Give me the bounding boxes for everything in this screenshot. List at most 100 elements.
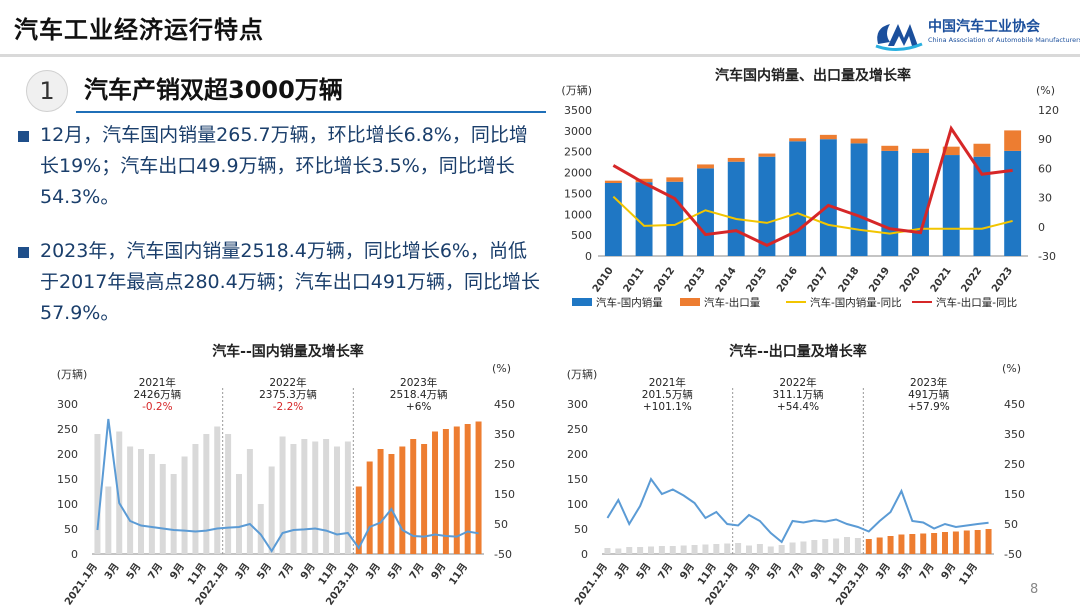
x-tick-label: 7月: [146, 561, 166, 582]
bar-monthly-value: [236, 474, 242, 554]
bar-monthly-value: [724, 543, 731, 554]
bar-monthly-value: [637, 547, 644, 554]
bar-monthly-value: [952, 531, 959, 554]
bar-domestic-sales: [604, 183, 622, 256]
annotation-year: 2022年: [779, 376, 816, 389]
annotation-year: 2023年: [400, 376, 437, 389]
bar-monthly-value: [399, 446, 406, 554]
bar-monthly-value: [366, 461, 373, 554]
bar-monthly-value: [464, 424, 471, 554]
x-tick-label: 2021: [929, 265, 954, 294]
annotation-value: 2518.4万辆: [390, 388, 448, 401]
y-tick-label: 200: [567, 448, 588, 461]
bar-monthly-value: [648, 546, 654, 554]
annotation-value: 2375.3万辆: [259, 388, 317, 401]
section-number-badge: 1: [26, 70, 68, 112]
bar-domestic-sales: [819, 139, 837, 256]
legend-swatch: [572, 298, 592, 306]
y-tick-label: 2000: [564, 167, 592, 180]
bar-monthly-value: [865, 539, 872, 554]
bar-domestic-sales: [758, 156, 776, 256]
bar-monthly-value: [887, 536, 894, 554]
bar-monthly-value: [746, 545, 752, 554]
page-number: 8: [1030, 582, 1039, 597]
chart-title: 汽车--国内销量及增长率: [212, 343, 364, 360]
bar-export-volume: [1004, 130, 1022, 151]
x-tick-label: 2022: [959, 265, 984, 294]
chart-domestic-export-annual: 汽车国内销量、出口量及增长率 (万辆) (%) 0 500 1000 1500 2000 250…: [561, 67, 1059, 309]
bar-monthly-value: [148, 454, 155, 554]
bar-monthly-value: [442, 429, 449, 554]
y2-tick-label: 60: [1038, 162, 1052, 175]
y-tick-label: 50: [64, 523, 78, 536]
bullet-text: 2023年，汽车国内销量2518.4万辆，同比增长6%，尚低于2017年最高点2…: [40, 240, 541, 324]
bar-monthly-value: [985, 529, 992, 554]
y2-tick-label: -50: [1004, 548, 1022, 561]
chart-title: 汽车--出口量及增长率: [729, 343, 867, 360]
section-number: 1: [39, 77, 55, 105]
bar-monthly-value: [268, 466, 275, 554]
x-tick-label: 5月: [385, 561, 405, 582]
bar-export-volume: [758, 153, 776, 157]
y2-tick-label: -30: [1038, 250, 1056, 263]
x-tick-label: 2016: [775, 265, 800, 294]
y-tick-label: 500: [571, 229, 592, 242]
annotation-growth: -0.2%: [142, 401, 172, 413]
bar-monthly-value: [735, 543, 742, 554]
bar-monthly-value: [301, 439, 308, 554]
y-tick-label: 0: [71, 548, 78, 561]
x-tick-label: 5月: [634, 561, 654, 582]
bar-export-volume: [973, 143, 991, 157]
section-divider: [76, 111, 546, 113]
bar-monthly-value: [432, 431, 438, 554]
y2-tick-label: 150: [1004, 488, 1025, 501]
bar-export-volume: [604, 180, 622, 183]
annotation-value: 491万辆: [908, 388, 949, 401]
y-tick-label: 100: [57, 498, 78, 511]
section-title: 汽车产销双超3000万辆: [84, 76, 343, 104]
x-tick-label: 9月: [167, 561, 187, 582]
bullet-text: 12月，汽车国内销量265.7万辆，环比增长6.8%，同比增长19%；汽车出口4…: [40, 124, 528, 208]
annotation-growth: +57.9%: [908, 401, 950, 413]
bar-monthly-value: [377, 449, 384, 554]
line-export-growth: [612, 125, 1013, 247]
x-tick-label: 2021.1月: [62, 561, 100, 607]
x-tick-label: 3月: [233, 561, 253, 582]
bar-monthly-value: [105, 486, 112, 554]
bar-domestic-sales: [789, 141, 807, 256]
y2-axis-unit: (%): [1002, 362, 1021, 375]
bar-export-volume: [635, 178, 653, 183]
y-tick-label: 1000: [564, 208, 592, 221]
bar-export-volume: [819, 134, 837, 140]
bar-domestic-sales: [1004, 150, 1022, 256]
legend-label: 汽车-国内销量: [596, 296, 663, 309]
x-tick-label: 9月: [298, 561, 318, 582]
line-growth-rate: [606, 476, 989, 544]
x-tick-label: 2014: [714, 265, 739, 294]
bar-monthly-value: [963, 530, 970, 554]
header-bar: 汽车工业经济运行特点 中国汽车工业协会 China Association of…: [0, 0, 1080, 58]
x-tick-label: 5月: [124, 561, 144, 582]
x-tick-label: 5月: [255, 561, 275, 582]
bar-monthly-value: [713, 544, 720, 554]
bar-monthly-value: [203, 434, 210, 554]
y2-tick-label: 120: [1038, 104, 1059, 117]
legend-swatch: [680, 298, 700, 306]
chart-title: 汽车国内销量、出口量及增长率: [715, 67, 911, 84]
legend-label: 汽车-国内销量-同比: [810, 296, 902, 309]
y-tick-label: 100: [567, 498, 588, 511]
x-tick-label: 7月: [786, 561, 806, 582]
bar-monthly-value: [615, 548, 622, 554]
logo-name: 中国汽车工业协会: [928, 19, 1040, 35]
logo-subtitle: China Association of Automobile Manufact…: [928, 36, 1080, 44]
y-tick-label: 150: [57, 473, 78, 486]
y-tick-label: 3500: [564, 104, 592, 117]
bar-monthly-value: [94, 434, 101, 554]
bar-export-volume: [881, 145, 899, 151]
bar-monthly-value: [942, 532, 948, 554]
chart-domestic-monthly: 汽车--国内销量及增长率 (万辆) (%) 0 50 100 150 200 250 300 -50…: [57, 343, 515, 607]
bar-monthly-value: [355, 486, 362, 554]
y2-tick-label: 350: [1004, 428, 1025, 441]
x-tick-label: 9月: [808, 561, 828, 582]
bar-monthly-value: [334, 446, 340, 554]
